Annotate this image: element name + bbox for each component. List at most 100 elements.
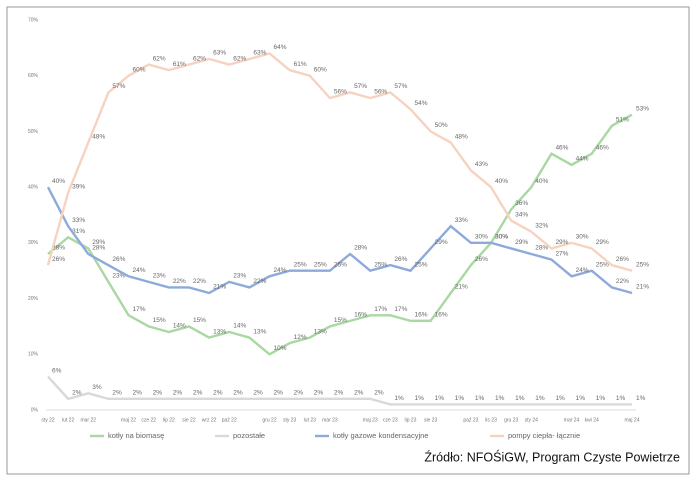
data-label: 48% — [455, 133, 468, 140]
data-label: 26% — [616, 256, 629, 263]
x-tick-label: kwi 24 — [585, 417, 599, 423]
data-label: 31% — [72, 228, 85, 235]
data-label: 23% — [112, 273, 125, 280]
data-label: 2% — [374, 390, 384, 397]
x-tick-label: paź 22 — [222, 417, 237, 423]
data-label: 15% — [334, 317, 347, 324]
data-label: 17% — [133, 306, 146, 313]
data-label: 2% — [193, 390, 203, 397]
data-label: 28% — [92, 245, 105, 252]
y-tick-label: 70% — [28, 17, 39, 23]
data-label: 1% — [576, 395, 586, 402]
y-tick-label: 60% — [28, 73, 39, 79]
data-label: 48% — [92, 133, 105, 140]
data-label: 22% — [253, 278, 266, 285]
x-tick-label: lut 23 — [304, 417, 316, 423]
data-label: 26% — [112, 256, 125, 263]
x-tick-label: maj 24 — [624, 417, 639, 423]
data-label: 13% — [213, 328, 226, 335]
data-label: 53% — [636, 105, 649, 112]
data-label: 24% — [576, 267, 589, 274]
data-label: 32% — [535, 222, 548, 229]
data-label: 25% — [414, 261, 427, 268]
x-tick-label: sie 22 — [182, 417, 196, 423]
x-tick-label: mar 22 — [80, 417, 96, 423]
data-label: 13% — [314, 328, 327, 335]
x-tick-label: lis 23 — [485, 417, 497, 423]
x-tick-label: lut 22 — [62, 417, 74, 423]
data-label: 16% — [414, 312, 427, 319]
data-label: 26% — [475, 256, 488, 263]
y-tick-label: 0% — [31, 407, 39, 413]
data-label: 2% — [274, 390, 284, 397]
series-line — [46, 186, 633, 295]
data-label: 46% — [596, 144, 609, 151]
data-label: 15% — [193, 317, 206, 324]
data-label: 50% — [435, 122, 448, 129]
x-tick-label: sty 22 — [41, 417, 55, 423]
data-label: 16% — [435, 312, 448, 319]
data-label: 30% — [576, 234, 589, 241]
data-label: 28% — [535, 245, 548, 252]
y-tick-label: 50% — [28, 129, 39, 135]
x-tick-label: cze 22 — [141, 417, 156, 423]
data-label: 43% — [475, 161, 488, 168]
data-label: 2% — [213, 390, 223, 397]
data-label: 39% — [72, 183, 85, 190]
data-label: 25% — [294, 261, 307, 268]
source: Źródło: NFOŚiGW, Program Czyste Powietrz… — [424, 449, 680, 464]
data-label: 57% — [354, 83, 367, 90]
data-label: 25% — [636, 261, 649, 268]
data-label: 12% — [294, 334, 307, 341]
y-tick-label: 20% — [28, 296, 39, 302]
x-tick-label: mar 24 — [564, 417, 580, 423]
data-label: 27% — [555, 250, 568, 257]
data-label: 1% — [515, 395, 525, 402]
data-label: 33% — [72, 217, 85, 224]
data-label: 22% — [173, 278, 186, 285]
data-label: 25% — [374, 261, 387, 268]
y-tick-label: 10% — [28, 352, 39, 358]
x-tick-label: maj 23 — [363, 417, 378, 423]
data-label: 3% — [92, 384, 102, 391]
data-label: 61% — [173, 61, 186, 68]
data-label: 25% — [314, 261, 327, 268]
data-label: 63% — [213, 50, 226, 57]
data-label: 51% — [616, 117, 629, 124]
data-label: 1% — [495, 395, 505, 402]
data-label: 21% — [636, 284, 649, 291]
data-label: 13% — [253, 328, 266, 335]
data-label: 16% — [354, 312, 367, 319]
x-tick-label: lip 23 — [405, 417, 417, 423]
data-label: 28% — [354, 245, 367, 252]
x-tick-label: mar 23 — [322, 417, 338, 423]
data-label: 56% — [374, 89, 387, 96]
data-label: 26% — [394, 256, 407, 263]
data-label: 25% — [334, 261, 347, 268]
data-label: 1% — [535, 395, 545, 402]
x-tick-label: gru 23 — [504, 417, 518, 423]
data-label: 40% — [535, 178, 548, 185]
data-label: 2% — [354, 390, 364, 397]
data-label: 17% — [374, 306, 387, 313]
data-label: 26% — [52, 256, 65, 263]
legend-label: kotły gazowe kondensacyjne — [333, 431, 428, 440]
frame — [6, 6, 690, 475]
data-label: 61% — [294, 61, 307, 68]
x-tick-label: lip 22 — [163, 417, 175, 423]
data-label: 22% — [616, 278, 629, 285]
data-label: 22% — [193, 278, 206, 285]
data-label: 33% — [455, 217, 468, 224]
data-label: 23% — [153, 273, 166, 280]
data-label: 1% — [435, 395, 445, 402]
data-label: 54% — [414, 100, 427, 107]
data-label: 57% — [394, 83, 407, 90]
data-label: 14% — [233, 323, 246, 330]
legend-label: kotły na biomasę — [108, 431, 164, 440]
data-label: 44% — [576, 156, 589, 163]
data-label: 2% — [314, 390, 324, 397]
data-label: 25% — [596, 261, 609, 268]
data-label: 2% — [173, 390, 183, 397]
data-label: 60% — [314, 66, 327, 73]
